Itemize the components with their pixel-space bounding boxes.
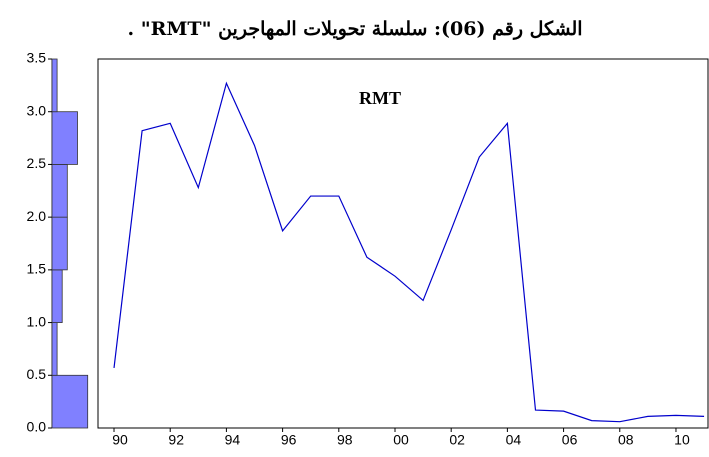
y-tick-label: 2.0 [27,208,47,224]
x-tick-label: 00 [393,432,409,448]
x-tick-label: 96 [281,432,297,448]
plot-frame [97,58,709,429]
y-tick-label: 3.5 [27,50,47,66]
y-tick-label: 2.5 [27,155,47,171]
x-tick-label: 98 [337,432,353,448]
x-tick-label: 10 [674,432,690,448]
y-tick-label: 1.0 [27,313,47,329]
legend-label: RMT [359,88,401,108]
x-tick-label: 92 [168,432,184,448]
histogram-bar [51,111,78,165]
x-tick-label: 04 [506,432,522,448]
x-tick-label: 90 [112,432,128,448]
histogram-bar [51,269,63,323]
histogram-bar [51,216,68,271]
histogram-bar [51,374,89,429]
line-series [113,81,705,423]
y-tick-label: 3.0 [27,102,47,118]
chart-title: الشكل رقم (06): سلسلة تحويلات المهاجرين … [127,18,582,40]
histogram-bar [51,164,68,218]
x-tick-label: 94 [225,432,241,448]
y-tick-label: 0.5 [27,366,47,382]
x-tick-label: 08 [618,432,634,448]
histogram-bar [51,322,58,376]
x-tick-label: 06 [562,432,578,448]
y-tick-label: 1.5 [27,261,47,277]
y-tick-label: 0.0 [27,419,47,435]
histogram-bar [51,58,58,113]
x-tick-label: 02 [449,432,465,448]
